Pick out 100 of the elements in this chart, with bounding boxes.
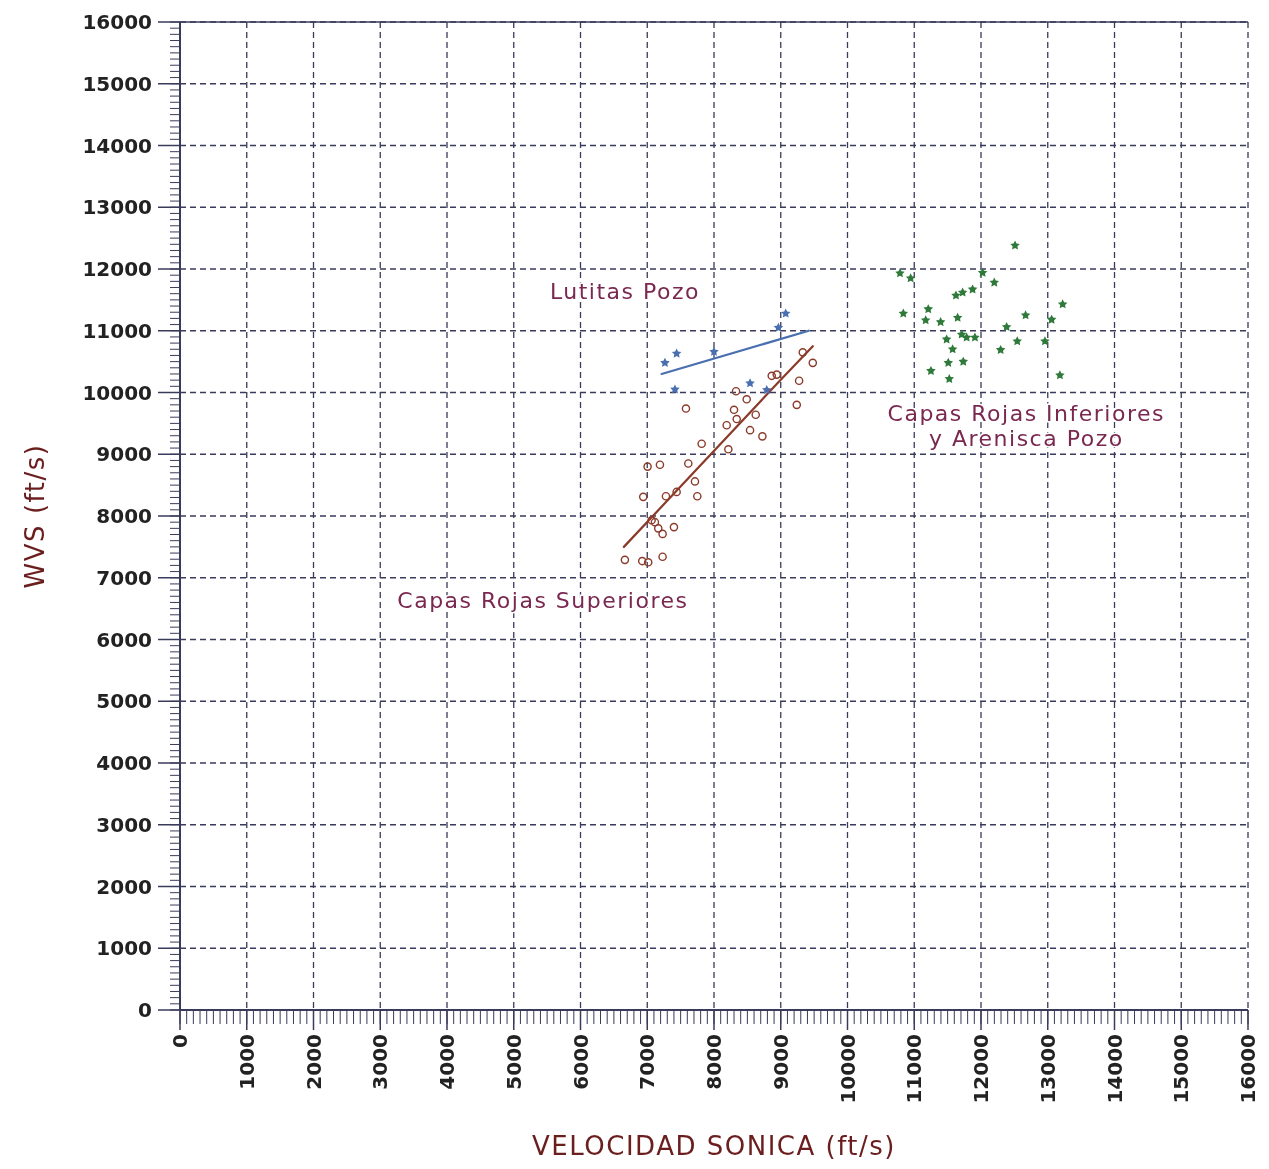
- point: [745, 378, 755, 388]
- point: [920, 315, 931, 325]
- y-tick-label: 10000: [82, 380, 152, 405]
- x-axis-title: VELOCIDAD SONICA (ft/s): [532, 1131, 896, 1161]
- point: [660, 357, 670, 367]
- series-label: Capas Rojas Superiores: [397, 588, 689, 614]
- point: [794, 376, 804, 386]
- point: [1055, 370, 1065, 380]
- point: [1057, 299, 1068, 309]
- x-tick-label: 11000: [902, 1034, 927, 1104]
- point: [670, 384, 680, 394]
- x-tick-label: 6000: [568, 1034, 593, 1090]
- point: [1046, 314, 1057, 324]
- point: [767, 371, 777, 381]
- point: [638, 492, 648, 502]
- point: [1012, 336, 1023, 346]
- y-tick-label: 6000: [96, 627, 152, 652]
- point: [773, 322, 784, 332]
- point: [943, 357, 954, 367]
- point: [658, 552, 667, 562]
- point: [669, 522, 679, 532]
- point: [1020, 310, 1031, 320]
- point: [709, 346, 719, 356]
- y-tick-label: 5000: [96, 689, 152, 714]
- point: [792, 400, 802, 410]
- x-tick-label: 15000: [1169, 1034, 1194, 1104]
- point: [995, 344, 1006, 354]
- point: [947, 344, 958, 354]
- point: [944, 373, 955, 383]
- point: [967, 284, 978, 294]
- point: [653, 524, 663, 533]
- point: [923, 304, 934, 314]
- point: [941, 334, 952, 344]
- point: [697, 439, 706, 449]
- x-tick-label: 0: [168, 1034, 192, 1048]
- x-tick-label: 14000: [1102, 1034, 1127, 1104]
- point: [758, 432, 767, 441]
- point: [1001, 322, 1012, 332]
- point: [772, 370, 782, 379]
- point: [808, 358, 818, 368]
- y-axis-title: WVS (ft/s): [20, 443, 50, 589]
- x-tick-label: 13000: [1035, 1034, 1060, 1104]
- y-tick-label: 13000: [82, 195, 152, 220]
- point: [693, 491, 702, 501]
- x-tick-label: 16000: [1236, 1034, 1260, 1104]
- point: [650, 517, 660, 527]
- y-tick-label: 9000: [96, 442, 152, 467]
- x-tick-label: 5000: [501, 1034, 526, 1090]
- point: [745, 425, 755, 435]
- point: [957, 287, 968, 297]
- point: [681, 404, 691, 413]
- point: [989, 277, 1000, 287]
- point: [970, 332, 980, 342]
- x-tick-label: 4000: [435, 1034, 459, 1090]
- x-tick-label: 1000: [234, 1034, 259, 1090]
- point: [958, 356, 968, 366]
- text: Capas Rojas Inferiores y Arenisca Pozo: [887, 400, 1166, 451]
- x-tick-label: 8000: [702, 1034, 726, 1090]
- x-tick-label: 3000: [368, 1034, 393, 1090]
- point: [952, 312, 963, 322]
- point: [951, 290, 961, 300]
- point: [661, 491, 671, 501]
- y-tick-label: 4000: [96, 751, 152, 775]
- point: [643, 558, 653, 567]
- point: [780, 308, 791, 318]
- point: [731, 386, 741, 396]
- point: [926, 365, 936, 375]
- point: [1040, 336, 1050, 346]
- y-tick-label: 1000: [96, 936, 152, 961]
- point: [895, 268, 905, 278]
- text: Lutitas Pozo: [549, 279, 700, 305]
- y-tick-label: 3000: [96, 812, 152, 837]
- y-tick-label: 2000: [96, 874, 152, 899]
- x-tick-label: 2000: [301, 1034, 326, 1090]
- x-tick-label: 10000: [835, 1034, 860, 1104]
- point: [977, 267, 988, 277]
- point: [655, 460, 665, 470]
- point: [751, 410, 761, 420]
- y-tick-label: 0: [138, 998, 152, 1022]
- point: [690, 477, 700, 486]
- point: [729, 405, 739, 415]
- point: [724, 445, 733, 454]
- point: [672, 487, 681, 497]
- point: [732, 414, 741, 424]
- point: [643, 462, 652, 471]
- point: [935, 317, 946, 327]
- y-tick-label: 8000: [96, 504, 152, 528]
- point: [637, 556, 647, 566]
- x-tick-label: 9000: [768, 1034, 793, 1090]
- y-tick-label: 12000: [82, 257, 152, 281]
- point: [647, 516, 656, 525]
- point: [620, 555, 630, 565]
- point: [798, 348, 808, 357]
- point: [761, 385, 772, 395]
- point: [684, 459, 693, 468]
- y-tick-label: 16000: [82, 10, 152, 34]
- x-tick-label: 12000: [969, 1034, 993, 1104]
- y-tick-label: 14000: [82, 133, 152, 158]
- point: [722, 420, 731, 430]
- point: [742, 394, 752, 404]
